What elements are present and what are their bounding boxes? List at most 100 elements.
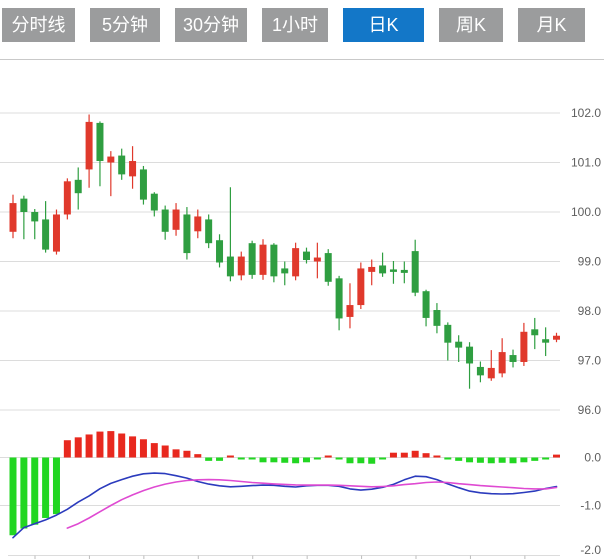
macd-hist-bar [31,457,39,525]
macd-hist-bar [324,455,332,458]
tab-period-4-active[interactable]: 日K [343,8,424,42]
price-axis-label: 99.0 [578,255,602,269]
candle-body [520,331,528,362]
macd-hist-bar [139,439,147,458]
candle-body [368,266,376,272]
macd-dea-line [66,478,558,529]
candle-body [476,366,484,376]
macd-hist-bar [389,452,397,458]
macd-hist-bar [183,450,191,458]
macd-hist-bar [509,457,517,464]
macd-hist-bar [455,457,463,461]
candle-body [9,203,17,232]
candle-body [52,214,60,252]
macd-hist-bar [520,457,528,463]
candle-body [542,339,550,343]
tab-period-0[interactable]: 分时线 [2,8,75,42]
macd-hist-bar [42,457,50,518]
candle-body [411,251,419,293]
macd-hist-bar [63,440,71,458]
candle-body [487,367,495,379]
tab-period-1[interactable]: 5分钟 [90,8,160,42]
macd-hist-bar [20,457,28,529]
candle-body [161,209,169,232]
macd-hist-bar [161,445,169,458]
macd-hist-bar [400,452,408,458]
macd-hist-bar [466,457,474,463]
macd-hist-bar [270,457,278,463]
macd-hist-bar [433,455,441,458]
macd-hist-bar [85,434,93,458]
macd-hist-bar [52,457,60,515]
macd-hist-bar [422,453,430,458]
macd-hist-bar [216,457,224,461]
candle-body [20,198,28,212]
tab-period-5[interactable]: 周K [439,8,503,42]
candle-body [107,156,115,163]
macd-hist-bar [476,457,484,463]
macd-axis-label: -1.0 [580,499,601,513]
tab-period-2[interactable]: 30分钟 [175,8,247,42]
candle-body [172,209,180,230]
candle-body [379,265,387,274]
candle-body [248,243,256,275]
macd-hist-bar [248,457,256,460]
tab-period-6[interactable]: 月K [518,8,585,42]
macd-hist-bar [237,457,245,460]
candle-body [150,193,158,211]
candle-body [531,329,539,336]
candle-body [422,291,430,318]
macd-hist-bar [335,457,343,460]
price-axis-label: 101.0 [571,156,601,170]
tab-period-3[interactable]: 1小时 [262,8,328,42]
candle-body [313,257,321,262]
macd-hist-bar [411,450,419,458]
macd-hist-bar [118,433,126,458]
candle-body [553,335,560,340]
candle-body [226,256,234,277]
candle-body [216,240,224,263]
macd-hist-bar [281,457,289,463]
candle-body [96,122,104,162]
candle-body [509,355,517,362]
candle-body [292,248,300,277]
period-tabbar: 分时线 5分钟 30分钟 1小时 日K 周K 月K [2,8,585,42]
macd-dif-line [12,472,558,539]
candle-body [357,268,365,306]
candle-body [455,341,463,348]
price-axis-label: 97.0 [578,354,602,368]
candle-body [466,346,474,364]
candle-body [433,310,441,326]
candle-body [63,181,71,215]
candle-body [400,269,408,273]
candle-body [444,324,452,343]
price-axis-label: 96.0 [578,403,602,417]
macd-axis-label: 0.0 [584,451,601,465]
macd-hist-bar [531,457,539,461]
macd-hist-bar [205,457,213,461]
macd-hist-bar [259,457,267,463]
candle-body [302,251,310,261]
candle-body [346,305,354,317]
candle-body [139,169,147,200]
macd-hist-bar [542,457,550,460]
candle-body [205,219,213,244]
candle-body [281,268,289,274]
candle-body [31,212,39,222]
candle-body [42,219,50,250]
macd-hist-bar [313,457,321,460]
price-axis-label: 102.0 [571,106,601,120]
macd-hist-bar [379,457,387,460]
macd-hist-bar [74,437,82,458]
macd-hist-bar [346,457,354,464]
macd-hist-bar [107,431,115,458]
candle-body [129,161,137,177]
macd-hist-bar [9,457,17,536]
macd-axis-label: -2.0 [580,543,601,557]
macd-hist-bar [553,454,560,458]
candle-body [270,244,278,277]
candle-body [85,121,93,170]
macd-hist-bar [444,457,452,460]
